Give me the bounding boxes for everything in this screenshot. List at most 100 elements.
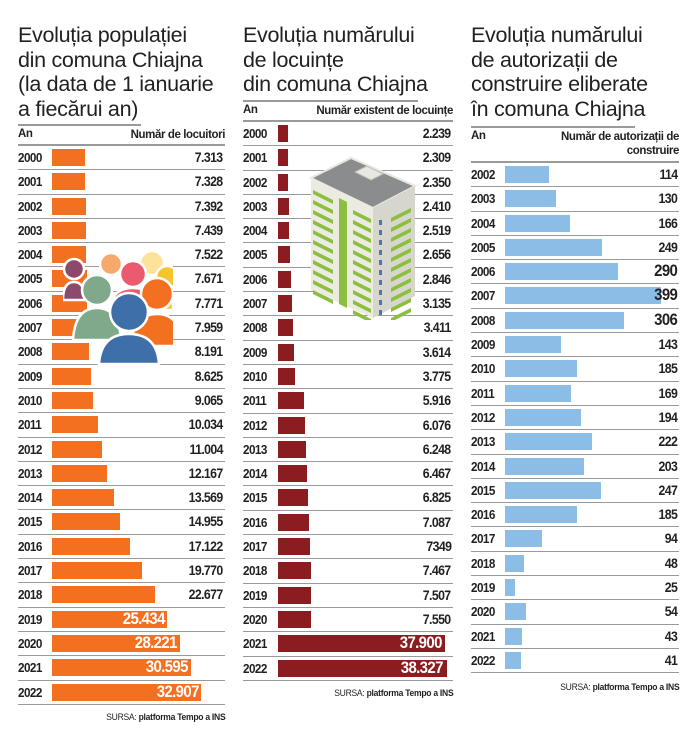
table-row: 2010 185 [471,357,679,382]
year-label: 2018 [18,587,42,603]
table-row: 2002 7.392 [18,195,225,219]
bar [52,221,86,239]
bar [52,416,98,434]
bar [278,367,295,385]
year-label: 2015 [18,514,42,530]
year-label: 2000 [18,150,42,165]
table-row: 2015 6.825 [243,486,453,511]
table-row: 2005 249 [471,236,679,261]
bar [278,125,288,142]
bar [52,586,155,604]
year-label: 2003 [471,191,495,207]
value-label: 48 [664,554,678,571]
value-label: 25.434 [122,608,165,628]
table-row: 2017 7349 [243,535,453,560]
year-label: 2008 [18,344,42,360]
value-label: 2.846 [423,270,451,287]
year-label: 2006 [18,295,42,311]
permits-title: Evoluția numărului de autorizații de con… [471,23,648,121]
year-label: 2009 [243,344,267,360]
bar [52,391,94,409]
bar [505,190,556,208]
bar [52,683,202,701]
value-label: 166 [658,214,677,231]
table-row: 2011 10.034 [18,413,225,438]
table-row: 2012 11.004 [18,438,225,462]
value-label: 6.248 [423,440,451,457]
value-label: 7.439 [195,221,223,238]
value-column-label-line: Număr de locuitori [130,129,226,141]
bar [52,562,142,580]
value-label: 2.309 [423,149,451,166]
year-label: 2005 [243,247,267,263]
table-row: 2017 19.770 [18,559,225,584]
housing-rows: 2000 2.239 2001 2.309 2002 2.350 2003 2.410 2004… [243,122,453,681]
value-label: 203 [658,457,677,474]
bar [278,416,305,434]
year-label: 2021 [243,636,267,652]
bar [278,562,311,580]
value-label: 43 [664,627,678,644]
bar [505,433,592,451]
balcony-stripes [313,190,411,320]
table-row: 2017 94 [471,527,679,552]
value-label: 2.350 [423,173,451,190]
title-line: din comuna Chiajna [18,47,203,72]
year-label: 2006 [471,264,495,280]
value-label: 5.916 [423,392,451,409]
year-label: 2013 [471,434,495,450]
value-label: 114 [658,166,678,182]
value-label: 6.825 [423,489,451,506]
year-label: 2012 [243,417,267,433]
value-label: 19.770 [189,562,224,579]
header-rule [18,144,225,146]
year-label: 2016 [471,507,495,523]
value-label: 94 [664,530,678,547]
table-row: 2008 306 [471,309,679,334]
table-row: 2018 22.677 [18,583,225,608]
value-label: 9.065 [195,391,223,408]
bar [505,481,602,499]
value-label: 37.900 [399,633,442,653]
year-label: 2017 [243,539,267,555]
value-label: 3.411 [423,319,452,336]
value-label: 7.550 [423,610,451,627]
bar [52,173,86,191]
bar [505,214,570,232]
value-label: 3.614 [423,343,451,360]
value-label: 222 [658,433,677,450]
table-row: 2014 203 [471,455,679,479]
year-label: 2018 [471,555,495,571]
year-label: 2009 [18,368,42,384]
value-label: 30.595 [145,657,189,677]
bar [278,197,289,215]
bar [505,651,521,669]
year-label: 2003 [18,222,42,238]
title-line: (la data de 1 ianuarie [18,72,214,96]
bar [505,360,578,378]
bar [278,635,446,653]
year-label: 2015 [471,482,495,498]
bar [52,513,120,531]
value-label: 38.327 [401,657,444,677]
year-label: 2013 [18,465,42,481]
title-line: Evoluția populației [18,23,187,47]
year-label: 2020 [18,635,42,651]
bar [278,295,292,313]
table-row: 2021 37.900 [243,632,453,657]
source-prefix: SURSA: [105,712,137,723]
bar [52,659,191,677]
table-row: 2009 3.614 [243,341,453,365]
year-label: 2022 [18,684,42,700]
value-label: 306 [653,309,678,329]
population-rows: 2000 7.313 2001 7.328 2002 7.392 2003 7.439 2004… [18,146,225,705]
value-label: 8.191 [195,343,223,360]
table-row: 2004 166 [471,212,679,236]
bar [52,149,86,166]
year-label: 2020 [471,604,495,620]
value-label: 32.907 [156,681,199,701]
table-row: 2018 7.467 [243,559,453,584]
bar [278,610,312,628]
year-label: 2011 [18,417,42,433]
table-row: 2012 194 [471,406,679,431]
